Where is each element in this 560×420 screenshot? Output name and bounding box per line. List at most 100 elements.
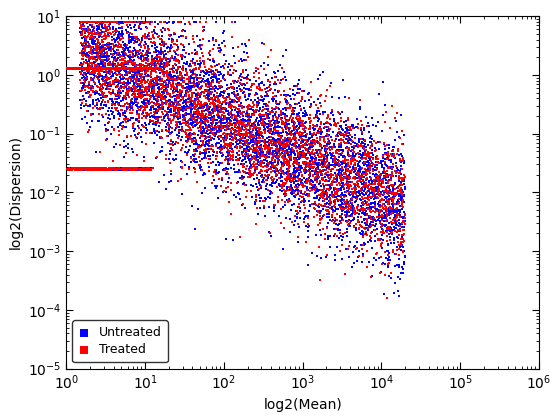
Untreated — [308, 132, 317, 139]
Untreated — [338, 206, 347, 213]
Untreated — [92, 166, 101, 173]
Treated — [199, 130, 208, 136]
Treated — [206, 101, 214, 108]
Untreated — [101, 65, 110, 72]
Untreated — [361, 210, 370, 217]
Untreated — [184, 86, 193, 92]
Untreated — [238, 58, 247, 65]
Untreated — [368, 218, 377, 225]
Untreated — [334, 227, 343, 234]
Untreated — [124, 166, 133, 173]
Treated — [83, 24, 92, 31]
Untreated — [150, 59, 159, 66]
Treated — [249, 123, 258, 130]
Treated — [97, 33, 106, 40]
Untreated — [389, 208, 398, 215]
Treated — [142, 64, 151, 71]
Untreated — [297, 190, 306, 197]
Untreated — [350, 260, 359, 266]
Untreated — [292, 173, 301, 180]
Untreated — [204, 163, 213, 170]
Treated — [347, 202, 356, 209]
Untreated — [93, 65, 102, 71]
Untreated — [118, 71, 127, 78]
Untreated — [83, 65, 92, 71]
Treated — [332, 172, 340, 178]
Untreated — [240, 75, 249, 81]
Treated — [272, 113, 281, 120]
Untreated — [163, 81, 172, 88]
Treated — [175, 18, 184, 25]
Untreated — [144, 62, 153, 68]
Untreated — [369, 155, 378, 162]
Untreated — [154, 66, 163, 72]
Untreated — [204, 91, 213, 97]
Treated — [383, 149, 392, 155]
Treated — [161, 55, 170, 61]
Untreated — [92, 45, 101, 52]
Untreated — [90, 46, 99, 53]
Treated — [349, 156, 358, 163]
Untreated — [167, 66, 176, 73]
Untreated — [219, 74, 228, 81]
Treated — [357, 194, 366, 201]
Treated — [136, 50, 145, 57]
Untreated — [287, 146, 296, 152]
Untreated — [347, 199, 356, 206]
Untreated — [199, 26, 208, 33]
Treated — [388, 205, 396, 212]
Untreated — [343, 156, 352, 163]
Untreated — [134, 65, 143, 71]
Treated — [196, 67, 205, 74]
Treated — [85, 35, 94, 42]
Untreated — [226, 100, 235, 106]
Treated — [159, 18, 168, 25]
Untreated — [352, 169, 361, 176]
Untreated — [262, 103, 270, 110]
Treated — [348, 166, 357, 173]
Untreated — [102, 166, 111, 173]
Treated — [315, 192, 324, 198]
Treated — [374, 186, 383, 193]
Treated — [108, 46, 116, 52]
Untreated — [275, 143, 284, 150]
Treated — [368, 194, 377, 200]
Treated — [95, 85, 104, 92]
Untreated — [76, 165, 85, 172]
Treated — [388, 182, 396, 189]
Treated — [376, 241, 385, 247]
Untreated — [135, 166, 144, 173]
Untreated — [342, 213, 351, 220]
Treated — [339, 175, 348, 181]
Treated — [240, 126, 249, 133]
Untreated — [268, 122, 277, 129]
Treated — [85, 65, 94, 72]
Untreated — [128, 68, 137, 74]
Treated — [230, 89, 239, 96]
Untreated — [383, 247, 392, 254]
Untreated — [130, 68, 139, 74]
Untreated — [214, 47, 223, 54]
Treated — [258, 158, 267, 165]
Untreated — [195, 61, 204, 68]
Untreated — [299, 151, 308, 158]
Treated — [181, 134, 190, 141]
Untreated — [374, 255, 383, 262]
Untreated — [335, 203, 344, 210]
Untreated — [367, 187, 376, 194]
Untreated — [148, 65, 157, 72]
Untreated — [122, 165, 130, 172]
Treated — [218, 135, 227, 142]
Treated — [137, 88, 146, 94]
Untreated — [385, 144, 394, 151]
Treated — [306, 142, 315, 149]
Untreated — [169, 100, 178, 106]
Treated — [296, 177, 305, 184]
Treated — [104, 64, 113, 71]
Untreated — [192, 65, 200, 72]
Untreated — [132, 166, 141, 173]
Treated — [322, 93, 331, 100]
Treated — [321, 171, 330, 178]
Untreated — [137, 65, 146, 71]
Untreated — [302, 184, 311, 190]
